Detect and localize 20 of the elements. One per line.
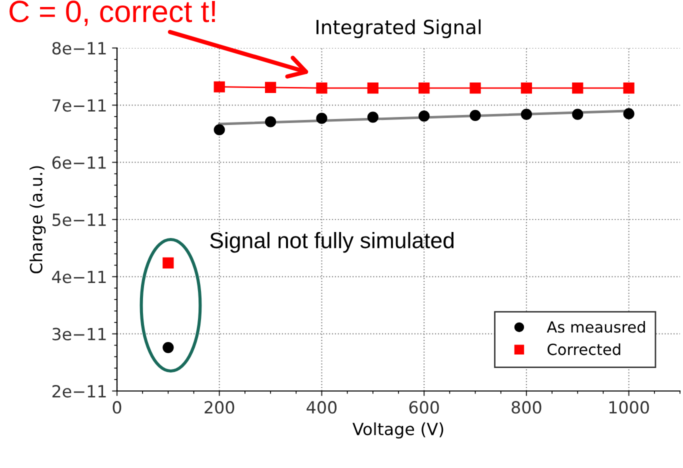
y-tick-label: 6e−11 bbox=[52, 156, 106, 169]
text: C = 0, correct t! bbox=[10, 0, 215, 26]
legend-label: As meausred bbox=[546, 320, 645, 333]
y-tick-label: 5e−11 bbox=[52, 214, 106, 226]
x-tick-label: 200 bbox=[204, 401, 234, 414]
x-axis-title: Voltage (V) bbox=[352, 422, 444, 439]
y-tick-label: 2e−11 bbox=[52, 384, 106, 398]
x-tick-label: 400 bbox=[306, 401, 337, 414]
y-axis-title: Charge (a.u.) bbox=[30, 166, 46, 274]
y-tick-label: 3e−11 bbox=[52, 328, 106, 340]
x-tick-label: 800 bbox=[512, 401, 542, 414]
x-tick-label: 1000 bbox=[609, 401, 649, 414]
annotation: Signal not fully simulated bbox=[210, 232, 454, 253]
y-tick-label: 4e−11 bbox=[52, 270, 106, 284]
x-tick-label: 600 bbox=[409, 401, 439, 414]
y-tick-label: 8e−11 bbox=[52, 42, 106, 55]
chart-title: Integrated Signal bbox=[316, 19, 481, 38]
legend-label: Corrected bbox=[548, 343, 620, 356]
x-tick-label: 0 bbox=[112, 401, 122, 414]
y-tick-label: 7e−11 bbox=[52, 99, 106, 112]
